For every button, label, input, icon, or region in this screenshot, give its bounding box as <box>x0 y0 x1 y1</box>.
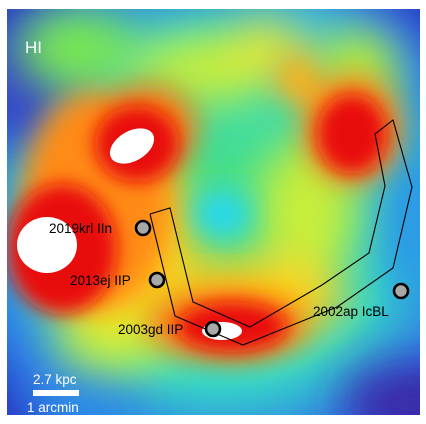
scale-bar: 2.7 kpc 1 arcmin <box>27 372 79 415</box>
supernova-marker <box>148 271 166 289</box>
supernova-marker <box>204 320 222 338</box>
scale-bar-angular: 1 arcmin <box>27 400 79 415</box>
scale-bar-line <box>33 390 79 396</box>
scale-bar-physical: 2.7 kpc <box>33 372 77 387</box>
hi-intensity-map: 2019krl IIn 2013ej IIP 2003gd IIP 2002ap… <box>7 9 420 415</box>
supernova-marker <box>392 282 410 300</box>
aperture-outline <box>149 119 413 346</box>
supernova-label: 2002ap IcBL <box>313 304 389 319</box>
central-hole <box>192 189 252 239</box>
saturated-cores <box>17 128 242 340</box>
supernova-label: 2003gd IIP <box>118 322 183 337</box>
supernova-label: 2019krl IIn <box>49 221 112 236</box>
supernova-label: 2013ej IIP <box>70 273 131 288</box>
panel-label: HI <box>25 38 42 57</box>
supernova-marker <box>134 219 152 237</box>
